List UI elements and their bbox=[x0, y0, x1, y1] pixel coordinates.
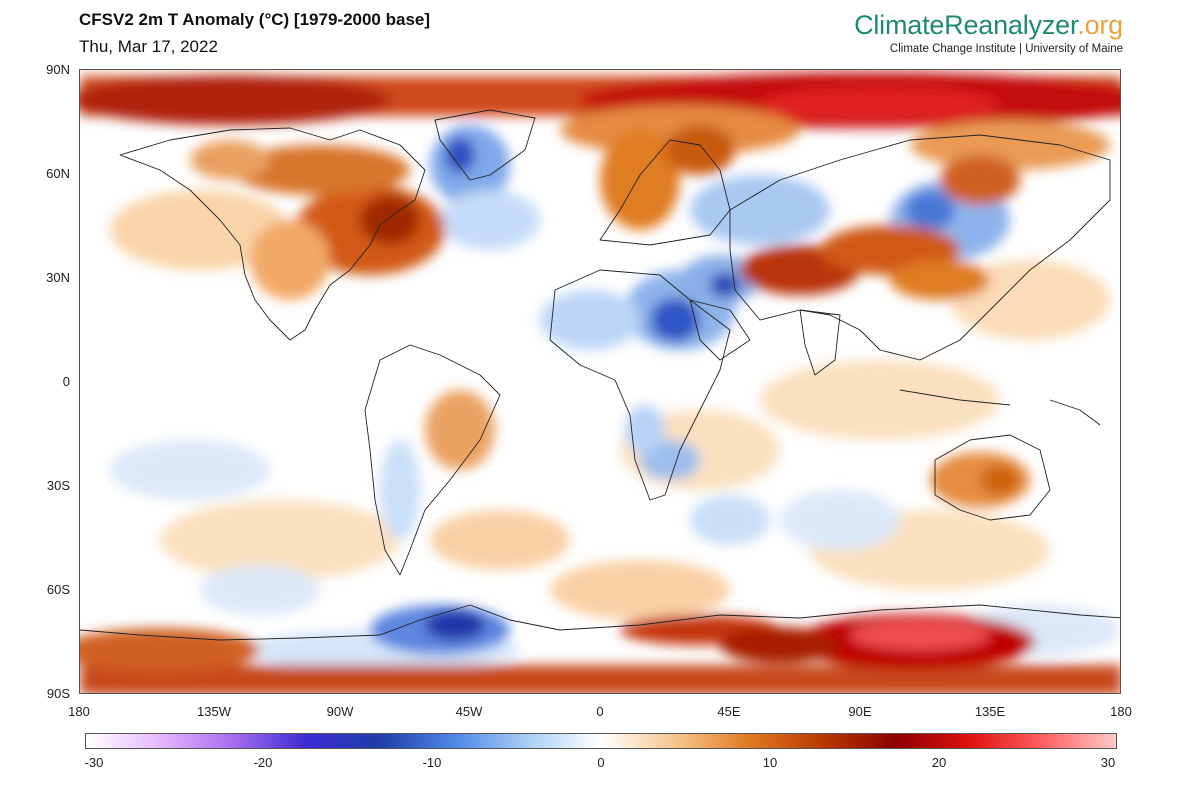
anomaly-field bbox=[80, 72, 1120, 693]
lat-label-90n: 90N bbox=[46, 62, 70, 77]
lon-label-180w: 180 bbox=[68, 704, 90, 719]
anomaly-map bbox=[79, 69, 1121, 694]
lat-label-30n: 30N bbox=[46, 270, 70, 285]
colorbar-tick: -20 bbox=[253, 755, 273, 770]
brand-logo[interactable]: ClimateReanalyzer.org Climate Change Ins… bbox=[854, 10, 1123, 55]
colorbar-tick: 30 bbox=[1100, 755, 1116, 770]
map-date: Thu, Mar 17, 2022 bbox=[79, 37, 218, 56]
coastlines bbox=[80, 109, 1120, 641]
lat-label-90s: 90S bbox=[46, 686, 70, 701]
map-title: CFSV2 2m T Anomaly (°C) [1979-2000 base] bbox=[79, 10, 431, 29]
colorbar-tick: -10 bbox=[422, 755, 442, 770]
lon-label-0: 0 bbox=[596, 704, 604, 719]
lat-label-30s: 30S bbox=[46, 478, 70, 493]
lat-label-60n: 60N bbox=[46, 166, 70, 181]
lon-label-135e: 135E bbox=[974, 704, 1006, 719]
colorbar-tick: 20 bbox=[931, 755, 947, 770]
lat-label-60s: 60S bbox=[46, 582, 70, 597]
colorbar-tick: 0 bbox=[597, 755, 605, 770]
colorbar bbox=[85, 733, 1117, 749]
lon-label-45e: 45E bbox=[717, 704, 741, 719]
brand-name-tld: .org bbox=[1077, 10, 1123, 40]
lon-label-90e: 90E bbox=[848, 704, 872, 719]
lon-label-180e: 180 bbox=[1110, 704, 1132, 719]
colorbar-tick: -30 bbox=[84, 755, 104, 770]
brand-name-main: ClimateReanalyzer bbox=[854, 10, 1078, 40]
lon-label-45w: 45W bbox=[455, 704, 483, 719]
lon-label-135w: 135W bbox=[197, 704, 231, 719]
lat-label-0: 0 bbox=[62, 374, 70, 389]
brand-name: ClimateReanalyzer.org bbox=[854, 10, 1123, 40]
lon-label-90w: 90W bbox=[326, 704, 354, 719]
colorbar-tick: 10 bbox=[762, 755, 778, 770]
brand-subtitle: Climate Change Institute | University of… bbox=[889, 43, 1123, 55]
